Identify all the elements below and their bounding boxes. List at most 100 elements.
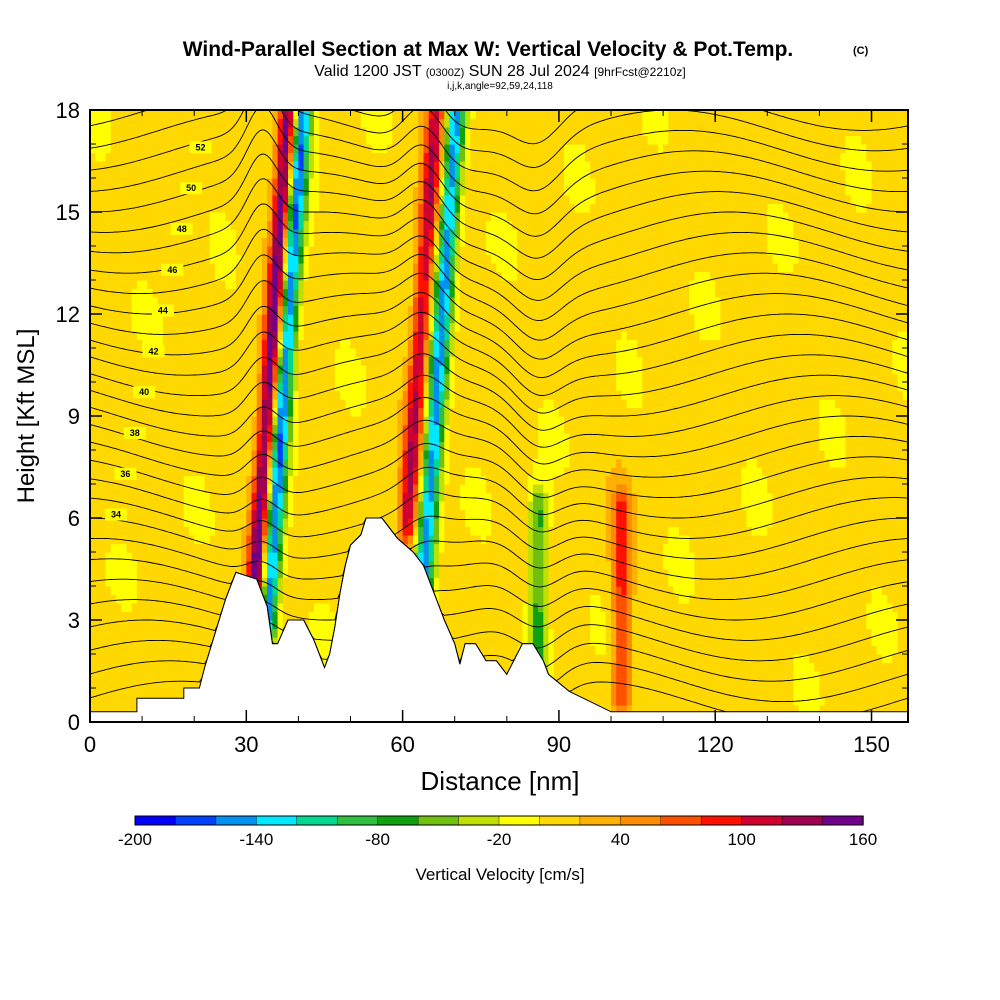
velocity-cell: [350, 416, 357, 426]
velocity-cell: [235, 237, 242, 247]
velocity-cell: [142, 373, 148, 383]
velocity-cell: [157, 229, 164, 239]
velocity-cell: [121, 501, 128, 511]
velocity-cell: [126, 212, 133, 222]
velocity-cell: [439, 543, 445, 553]
velocity-cell: [121, 161, 128, 171]
velocity-cell: [199, 135, 206, 145]
velocity-cell: [194, 152, 200, 162]
velocity-cell: [168, 603, 174, 613]
velocity-cell: [319, 161, 325, 171]
velocity-cell: [308, 195, 315, 205]
velocity-cell: [428, 365, 435, 375]
velocity-cell: [350, 382, 357, 392]
velocity-cell: [329, 569, 336, 579]
velocity-cell: [183, 501, 190, 511]
velocity-cell: [413, 390, 419, 400]
velocity-cell: [230, 484, 237, 494]
velocity-cell: [162, 586, 169, 596]
velocity-cell: [168, 365, 174, 375]
velocity-cell: [256, 161, 263, 171]
velocity-cell: [110, 263, 117, 273]
velocity-cell: [298, 169, 305, 179]
velocity-cell: [298, 356, 305, 366]
velocity-cell: [105, 161, 112, 171]
velocity-cell: [350, 127, 357, 137]
velocity-cell: [329, 509, 336, 519]
velocity-cell: [147, 399, 154, 409]
velocity-cell: [381, 501, 388, 511]
velocity-cell: [402, 144, 409, 154]
velocity-cell: [319, 620, 325, 630]
velocity-cell: [256, 560, 263, 570]
velocity-cell: [288, 161, 294, 171]
velocity-cell: [251, 135, 258, 145]
velocity-cell: [131, 518, 138, 528]
velocity-cell: [449, 628, 456, 638]
velocity-cell: [126, 594, 133, 604]
velocity-cell: [215, 577, 221, 587]
velocity-cell: [298, 552, 305, 562]
velocity-cell: [189, 118, 195, 128]
velocity-cell: [267, 331, 273, 341]
velocity-cell: [444, 339, 451, 349]
velocity-cell: [350, 441, 357, 451]
velocity-cell: [282, 390, 289, 400]
velocity-cell: [407, 382, 414, 392]
velocity-cell: [110, 348, 117, 358]
velocity-cell: [439, 458, 445, 468]
velocity-cell: [126, 492, 133, 502]
velocity-cell: [293, 603, 299, 613]
velocity-cell: [105, 518, 112, 528]
velocity-cell: [90, 356, 96, 366]
velocity-cell: [178, 509, 185, 519]
velocity-cell: [334, 288, 341, 298]
velocity-cell: [126, 297, 133, 307]
velocity-cell: [178, 543, 185, 553]
velocity-cell: [215, 492, 221, 502]
velocity-cell: [298, 348, 305, 358]
velocity-cell: [194, 110, 200, 120]
velocity-cell: [308, 526, 315, 536]
velocity-cell: [110, 543, 117, 553]
velocity-cell: [100, 688, 107, 698]
velocity-cell: [100, 271, 107, 281]
velocity-cell: [303, 135, 310, 145]
velocity-cell: [230, 305, 237, 315]
velocity-cell: [90, 161, 96, 171]
velocity-cell: [142, 203, 148, 213]
velocity-cell: [199, 127, 206, 137]
velocity-cell: [288, 467, 294, 477]
velocity-cell: [413, 203, 419, 213]
velocity-cell: [204, 628, 211, 638]
velocity-cell: [397, 365, 404, 375]
velocity-cell: [366, 297, 372, 307]
velocity-cell: [282, 365, 289, 375]
velocity-cell: [225, 484, 232, 494]
velocity-cell: [308, 535, 315, 545]
velocity-cell: [235, 390, 242, 400]
velocity-cell: [173, 501, 180, 511]
velocity-cell: [194, 356, 200, 366]
velocity-cell: [147, 645, 154, 655]
velocity-cell: [449, 543, 456, 553]
velocity-cell: [251, 118, 258, 128]
velocity-cell: [142, 407, 148, 417]
velocity-cell: [308, 280, 315, 290]
velocity-cell: [126, 526, 133, 536]
velocity-cell: [100, 679, 107, 689]
velocity-cell: [209, 237, 216, 247]
velocity-cell: [261, 458, 268, 468]
velocity-cell: [376, 212, 383, 222]
velocity-cell: [428, 399, 435, 409]
velocity-cell: [355, 433, 362, 443]
velocity-cell: [444, 407, 451, 417]
velocity-cell: [220, 144, 227, 154]
velocity-cell: [246, 441, 253, 451]
velocity-cell: [423, 288, 430, 298]
velocity-cell: [90, 416, 96, 426]
velocity-cell: [314, 118, 320, 128]
velocity-cell: [110, 390, 117, 400]
velocity-cell: [387, 356, 393, 366]
velocity-cell: [387, 331, 393, 341]
